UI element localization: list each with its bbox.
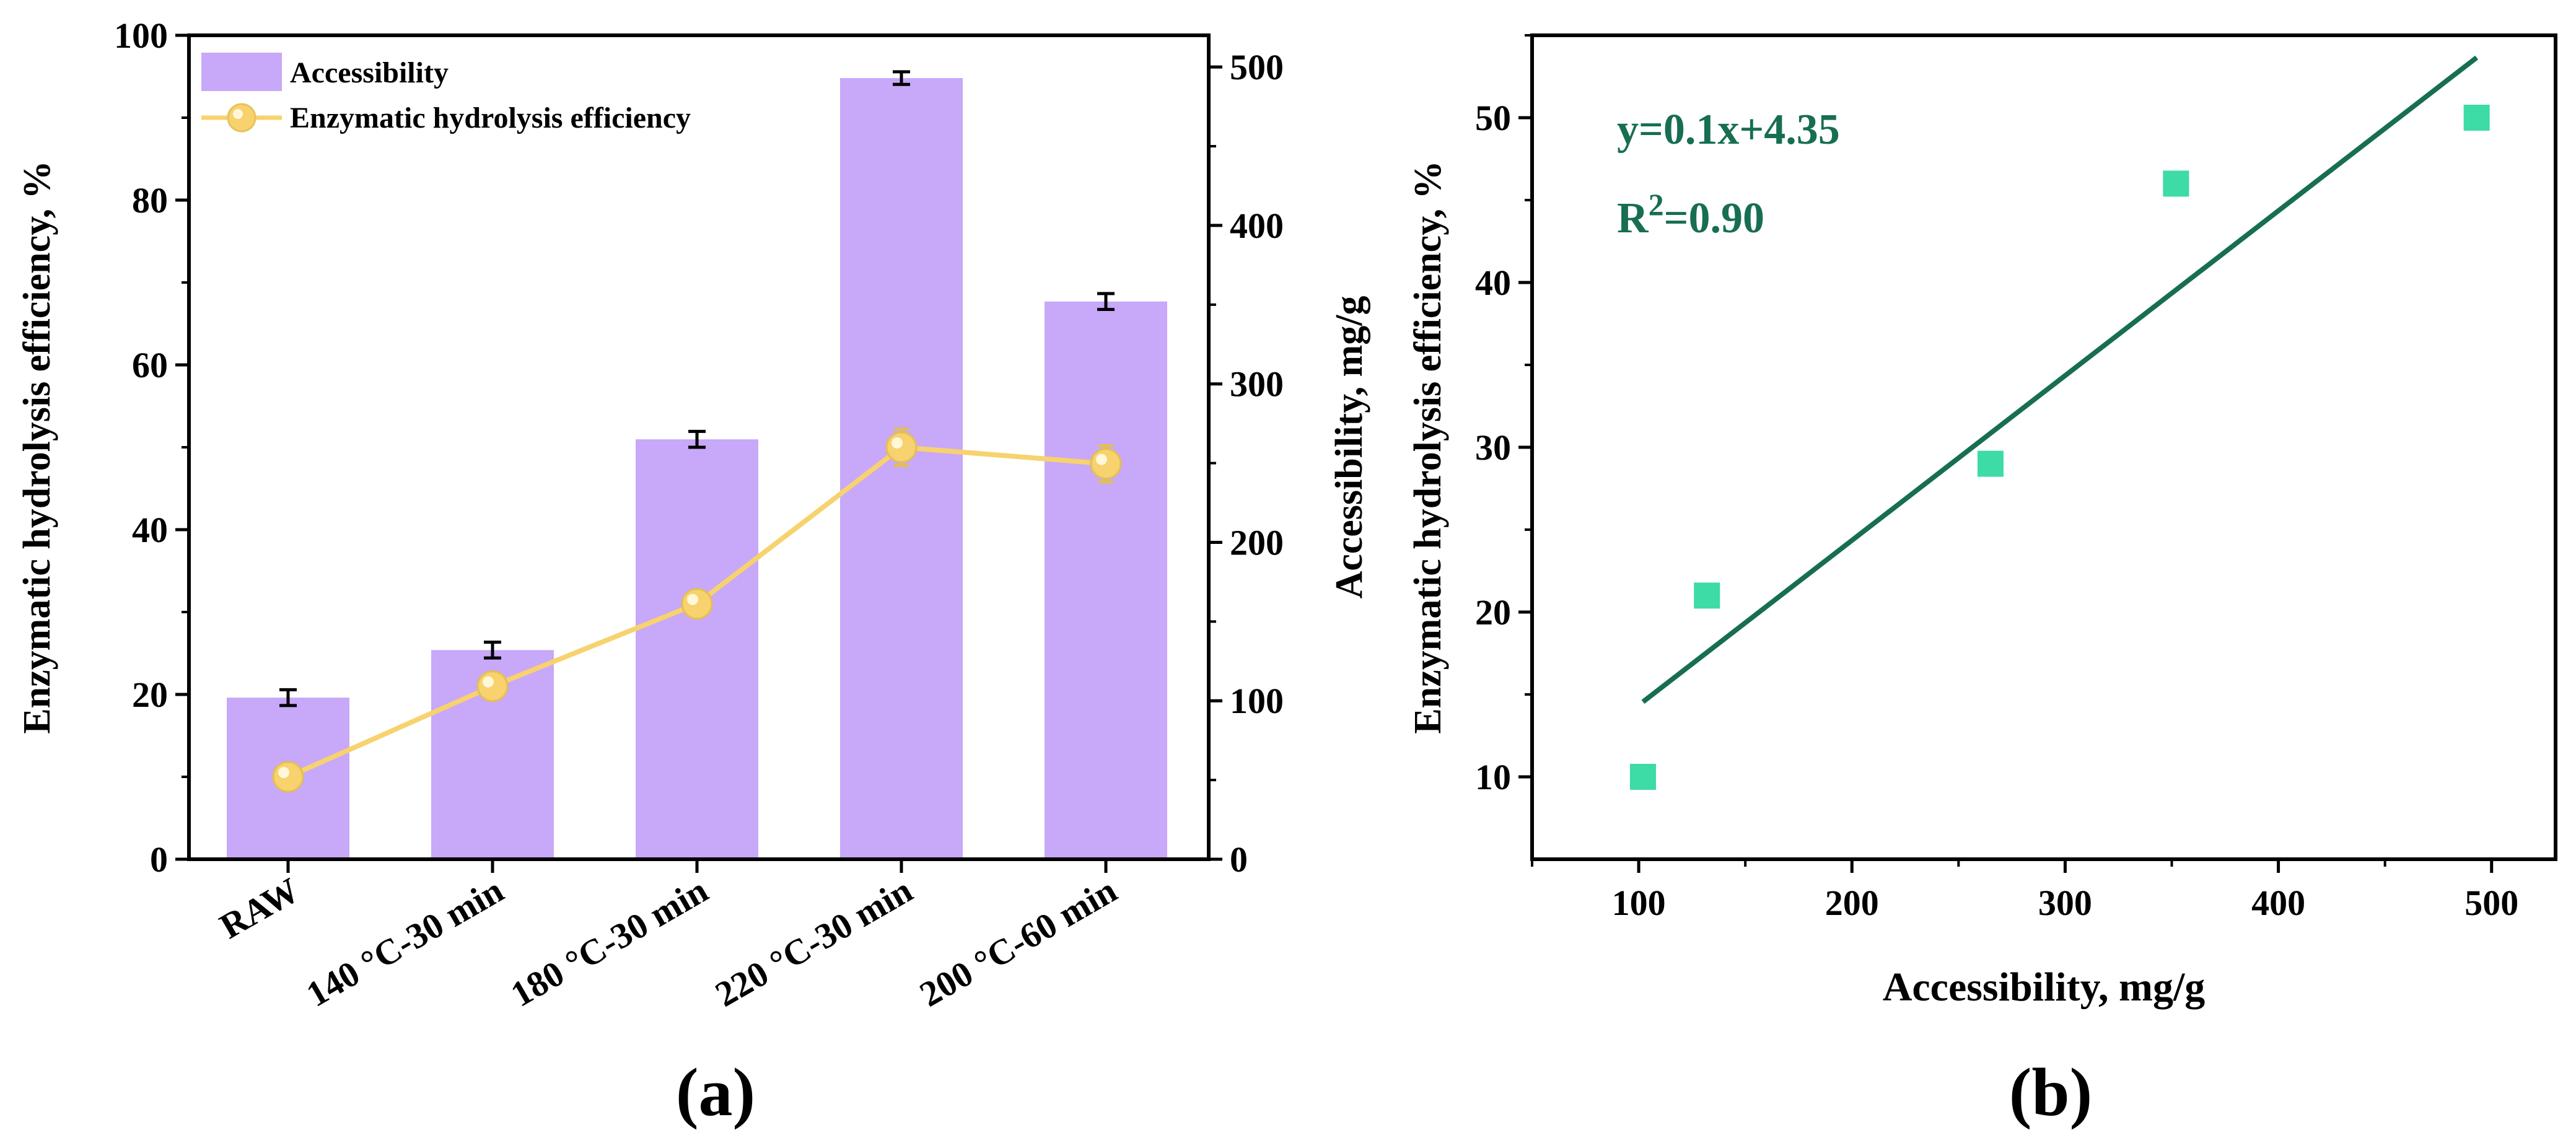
bar-error-1: [484, 641, 501, 660]
legend-label-hydrolysis: Enzymatic hydrolysis efficiency: [290, 102, 691, 134]
r-squared-value: =0.90: [1664, 195, 1764, 242]
y-tick-label-b: 40: [1475, 263, 1511, 303]
x-tick-label-b: 200: [1825, 883, 1879, 923]
left-tick-label: 60: [132, 345, 168, 385]
r-squared-prefix: R: [1617, 195, 1649, 242]
x-tick-label-b: 400: [2251, 883, 2305, 923]
fit-line: [1641, 55, 2479, 704]
point-highlight: [687, 593, 698, 605]
right-tick-label: 0: [1230, 839, 1248, 880]
hydrolysis-point-4: [1090, 444, 1122, 484]
left-tick-label: 80: [132, 180, 168, 221]
x-tick-label: RAW: [213, 870, 306, 947]
legend-label-accessibility: Accessibility: [290, 56, 449, 89]
right-axis-ticks: 0 100 200 300 400 500: [1209, 47, 1284, 880]
panel-label-a: (a): [676, 1054, 755, 1130]
scatter-point-4: [2463, 105, 2490, 131]
hydrolysis-point-0: [272, 761, 304, 793]
plot-frame-b: [1530, 33, 2557, 861]
point-marker: [272, 761, 304, 793]
x-tick-label-b: 100: [1612, 883, 1666, 923]
y-tick-label-b: 30: [1475, 427, 1511, 468]
fit-equation: y=0.1x+4.35: [1617, 106, 1840, 154]
line-series-hydrolysis: [272, 427, 1122, 793]
left-tick-label: 100: [114, 15, 168, 56]
point-marker: [681, 588, 713, 620]
right-tick-label: 500: [1230, 47, 1284, 87]
point-highlight: [1096, 453, 1107, 465]
r-squared-label: R2=0.90: [1617, 187, 1764, 242]
left-axis-ticks: 0 20 40 60 80 100: [114, 15, 189, 880]
scatter-point-0: [1629, 764, 1656, 790]
regression-line: [1641, 55, 2479, 704]
left-tick-label: 0: [150, 839, 168, 880]
scatter-points: [1629, 105, 2490, 790]
x-tick-label-b: 500: [2464, 883, 2518, 923]
y-tick-label-b: 50: [1475, 98, 1511, 138]
right-tick-label: 200: [1230, 522, 1284, 562]
bar-2: [636, 439, 758, 859]
hydrolysis-point-1: [476, 670, 509, 702]
legend-swatch-marker: [227, 103, 256, 133]
point-highlight: [483, 676, 494, 688]
point-marker: [885, 431, 918, 463]
x-tick-label: 140 °C-30 min: [299, 870, 510, 1015]
point-marker: [1090, 448, 1122, 480]
right-axis-label: Accessibility, mg/g: [1328, 295, 1370, 598]
left-tick-label: 20: [132, 675, 168, 715]
y-axis-ticks-b: 10 20 30 40 50: [1475, 34, 1532, 797]
panel-label-b: (b): [2009, 1054, 2092, 1130]
x-axis-ticks-b: 100 200 300 400 500: [1531, 859, 2518, 923]
left-axis-label: Enzymatic hydrolysis efficiency, %: [16, 160, 58, 733]
point-highlight: [892, 437, 903, 449]
right-tick-label: 400: [1230, 206, 1284, 246]
right-tick-label: 100: [1230, 681, 1284, 721]
bar-error-bars: [279, 70, 1115, 707]
bar-3: [840, 78, 963, 859]
bar-error-3: [893, 70, 910, 86]
left-tick-label: 40: [132, 510, 168, 550]
x-tick-label: 200 °C-60 min: [913, 870, 1123, 1015]
legend-swatch-marker-highlight: [233, 109, 243, 119]
legend-swatch-accessibility: [201, 53, 282, 91]
scatter-point-2: [1977, 450, 2004, 477]
x-tick-label: 220 °C-30 min: [708, 870, 919, 1015]
right-tick-label: 300: [1230, 364, 1284, 405]
point-marker: [476, 670, 509, 702]
scatter-point-3: [2163, 170, 2189, 197]
bar-4: [1045, 301, 1167, 859]
bar-error-4: [1097, 292, 1115, 311]
scatter-point-1: [1694, 582, 1720, 609]
y-tick-label-b: 20: [1475, 592, 1511, 632]
hydrolysis-point-2: [681, 588, 713, 620]
x-axis-label-b: Accessibility, mg/g: [1883, 965, 2206, 1010]
y-tick-label-b: 10: [1475, 757, 1511, 797]
point-highlight: [278, 767, 289, 778]
x-tick-label: 180 °C-30 min: [504, 870, 714, 1015]
y-axis-label-b: Enzymatic hydrolysis efficiency, %: [1407, 160, 1449, 733]
bar-series-accessibility: [227, 78, 1167, 859]
hydrolysis-point-3: [885, 427, 918, 467]
x-tick-label-b: 300: [2038, 883, 2092, 923]
r-squared-superscript: 2: [1649, 187, 1664, 222]
legend: Accessibility Enzymatic hydrolysis effic…: [201, 53, 691, 134]
bar-error-2: [688, 429, 706, 449]
panel-b-chart: 100 200 300 400 500 10 20 30 40 50 Accessibility…: [1407, 33, 2557, 1130]
bar-error-0: [279, 688, 297, 707]
